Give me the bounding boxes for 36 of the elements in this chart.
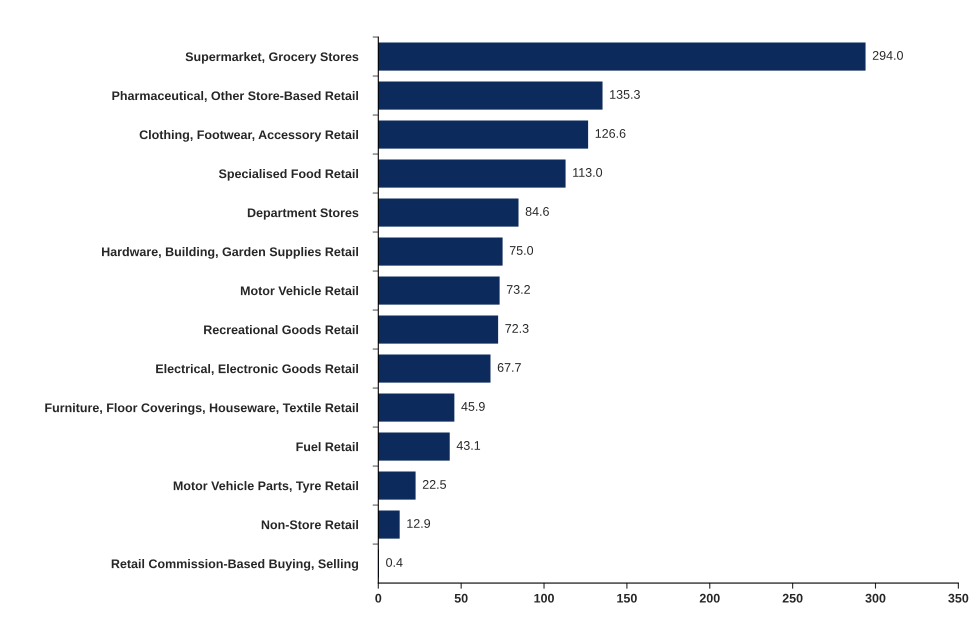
data-label: 126.6 [596, 129, 626, 138]
y-tick-label: Department Stores [248, 208, 358, 220]
data-label: 72.3 [505, 324, 529, 333]
data-label: 43.1 [456, 441, 480, 450]
x-tick-label: 250 [782, 594, 803, 603]
x-tick-label: 200 [700, 594, 720, 603]
y-tick-label: Specialised Food Retail [218, 169, 358, 181]
y-tick-label: Recreational Goods Retail [204, 325, 358, 334]
y-tick-label: Motor Vehicle Parts, Tyre Retail [174, 481, 358, 493]
data-label: 73.2 [506, 285, 530, 294]
y-tick-label: Motor Vehicle Retail [240, 286, 358, 296]
data-label: 0.4 [386, 558, 403, 567]
y-tick-label: Fuel Retail [296, 442, 358, 452]
y-tick-label: Electrical, Electronic Goods Retail [156, 364, 358, 376]
y-tick-label: Non-Store Retail [262, 520, 358, 530]
x-tick-label: 50 [454, 594, 468, 603]
data-label: 75.0 [510, 246, 534, 255]
y-tick-label: Retail Commission-Based Buying, Selling [112, 559, 358, 571]
y-tick-label: Pharmaceutical, Other Store-Based Retail [112, 90, 358, 102]
x-tick-label: 300 [865, 594, 886, 603]
data-label: 22.5 [422, 480, 446, 489]
y-tick-label: Hardware, Building, Garden Supplies Retail [102, 247, 358, 259]
x-tick-label: 150 [617, 594, 637, 603]
x-tick-label: 0 [375, 594, 382, 603]
x-tick-label: 100 [534, 594, 554, 603]
data-label: 294.0 [872, 51, 903, 60]
y-tick-label: Furniture, Floor Coverings, Houseware, Textile Retail [45, 403, 358, 415]
x-tick-label: 350 [948, 594, 968, 603]
y-tick-label: Supermarket, Grocery Stores [186, 52, 358, 64]
data-label: 135.3 [610, 90, 640, 99]
data-label: 45.9 [461, 402, 485, 411]
data-label: 113.0 [573, 168, 602, 177]
y-tick-label: Clothing, Footwear, Accessory Retail [140, 130, 358, 142]
data-label: 12.9 [407, 519, 430, 528]
data-label: 84.6 [526, 207, 549, 216]
data-label: 67.7 [498, 363, 521, 372]
